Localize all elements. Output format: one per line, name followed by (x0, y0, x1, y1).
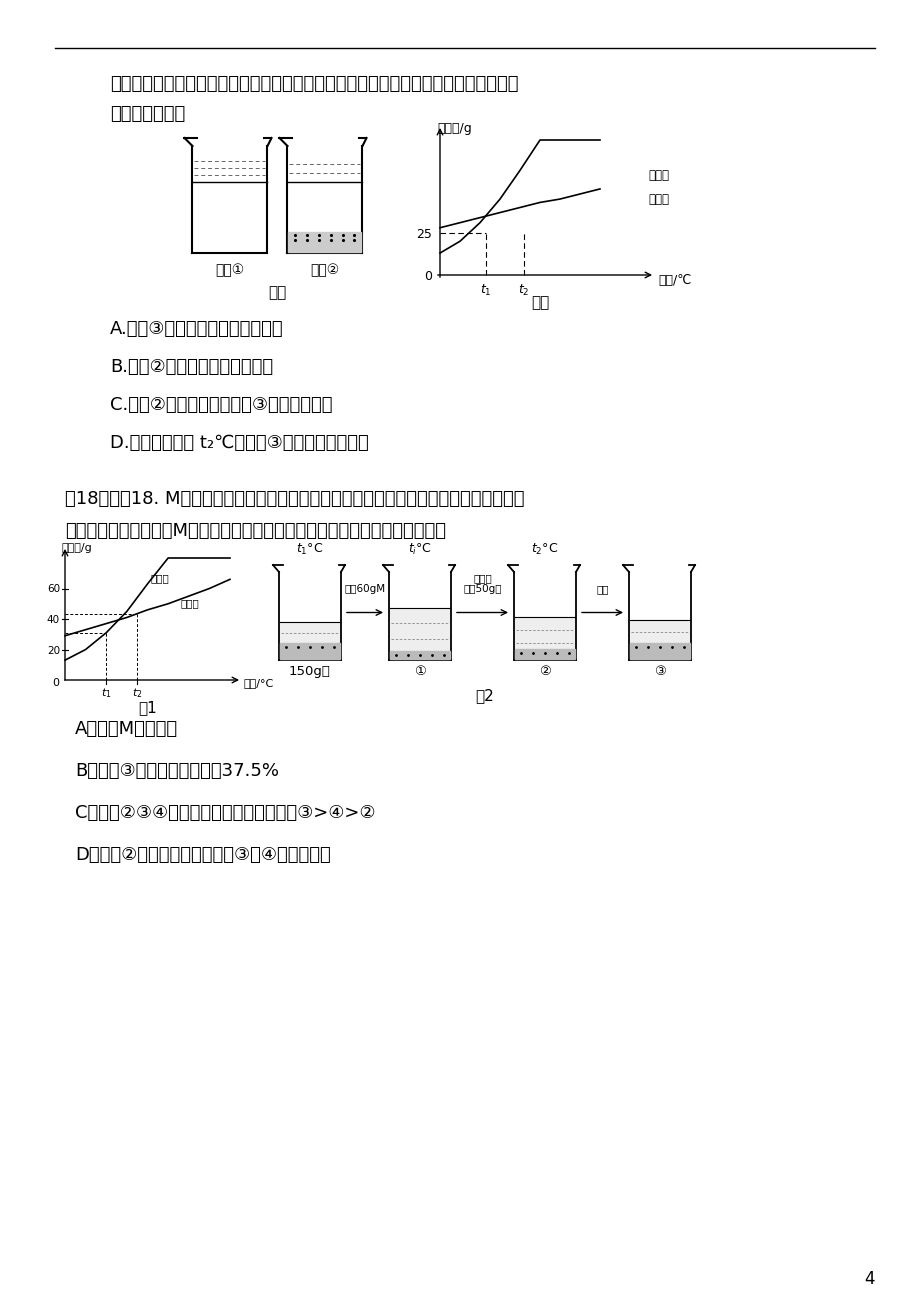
Text: 60: 60 (47, 585, 60, 595)
Text: ②: ② (539, 665, 550, 678)
Text: $t_2$°C: $t_2$°C (531, 542, 558, 557)
Polygon shape (515, 617, 574, 659)
Text: B．溶液③中溶质质量分数为37.5%: B．溶液③中溶质质量分数为37.5% (75, 762, 278, 780)
Text: 4: 4 (864, 1269, 874, 1288)
Polygon shape (289, 232, 361, 253)
Text: （18潍坊）18. M是确酸鿨或氯化锨中的一种。确酸鿨和氯化锨的溶解度曲线如图１所示。: （18潍坊）18. M是确酸鿨或氯化锨中的一种。确酸鿨和氯化锨的溶解度曲线如图１… (65, 490, 524, 508)
Text: 图甲: 图甲 (267, 285, 286, 299)
Text: $t_1$: $t_1$ (480, 283, 492, 298)
Text: 加入60gM: 加入60gM (344, 585, 385, 595)
Text: ①: ① (414, 665, 425, 678)
Text: 降温: 降温 (596, 585, 608, 595)
Text: 温度/℃: 温度/℃ (657, 273, 690, 286)
Text: 25: 25 (415, 228, 432, 241)
Text: 40: 40 (47, 615, 60, 625)
Text: C．溶液②③④中，溶质质量分数的关系是③>④>②: C．溶液②③④中，溶质质量分数的关系是③>④>② (75, 805, 375, 822)
Text: $t_2$: $t_2$ (517, 283, 529, 298)
Text: 温度/°C: 温度/°C (244, 678, 274, 687)
Text: 升温并
蒸发50g水: 升温并 蒸发50g水 (463, 573, 501, 595)
Text: 某化学兴趣小组用物质M进行了如图２所示实验。下列说法不正确的是（　　）: 某化学兴趣小组用物质M进行了如图２所示实验。下列说法不正确的是（ ） (65, 522, 446, 540)
Text: 0: 0 (424, 271, 432, 284)
Text: 杯中，充分搓拌后现象如右图甲所示，确酸鿨和氯化鿨的溶解度曲线如右图乙所示。下: 杯中，充分搓拌后现象如右图甲所示，确酸鿨和氯化鿨的溶解度曲线如右图乙所示。下 (110, 76, 518, 92)
Polygon shape (630, 643, 689, 659)
Text: $t_1$: $t_1$ (101, 686, 111, 699)
Polygon shape (630, 620, 689, 659)
Polygon shape (279, 643, 340, 659)
Polygon shape (279, 622, 340, 659)
Text: 图乙: 图乙 (530, 296, 549, 310)
Text: 列说法错误的是: 列说法错误的是 (110, 105, 185, 122)
Text: 20: 20 (47, 646, 60, 655)
Text: 硝酸钾: 硝酸钾 (151, 573, 169, 583)
Text: A．物质M是确酸鿨: A．物质M是确酸鿨 (75, 720, 178, 738)
Text: $t_2$: $t_2$ (131, 686, 142, 699)
Text: 溶解度/g: 溶解度/g (62, 543, 93, 553)
Text: 烧杯①: 烧杯① (215, 263, 244, 277)
Text: B.烧杯②中溶液的溶质是确酸鿨: B.烧杯②中溶液的溶质是确酸鿨 (110, 358, 273, 376)
Text: D．溶液②为不饱和溶液，溶液③和④为饱和溶液: D．溶液②为不饱和溶液，溶液③和④为饱和溶液 (75, 846, 331, 865)
Text: 氯化钾: 氯化钾 (647, 193, 668, 206)
Polygon shape (390, 651, 449, 659)
Text: $t_1$°C: $t_1$°C (296, 542, 323, 557)
Text: 溶解度/g: 溶解度/g (437, 122, 471, 135)
Text: 150g水: 150g水 (289, 665, 331, 678)
Text: A.烧杯③中的上层溶液是饱和溶液: A.烧杯③中的上层溶液是饱和溶液 (110, 320, 283, 339)
Text: 氯化铵: 氯化铵 (180, 598, 199, 608)
Text: D.将温度升高到 t₂℃，烧杯③中的固体全部溶解: D.将温度升高到 t₂℃，烧杯③中的固体全部溶解 (110, 434, 369, 452)
Text: 图2: 图2 (475, 687, 494, 703)
Text: 硝酸钾: 硝酸钾 (647, 169, 668, 182)
Polygon shape (515, 648, 574, 659)
Text: 烧杯②: 烧杯② (310, 263, 339, 277)
Text: 0: 0 (52, 678, 59, 687)
Text: ③: ③ (653, 665, 665, 678)
Text: $t_i$°C: $t_i$°C (407, 542, 432, 557)
Polygon shape (390, 608, 449, 659)
Text: C.烧杯②中溶液质量比烧杯③中溶液质量大: C.烧杯②中溶液质量比烧杯③中溶液质量大 (110, 396, 332, 414)
Text: 图1: 图1 (138, 700, 157, 715)
